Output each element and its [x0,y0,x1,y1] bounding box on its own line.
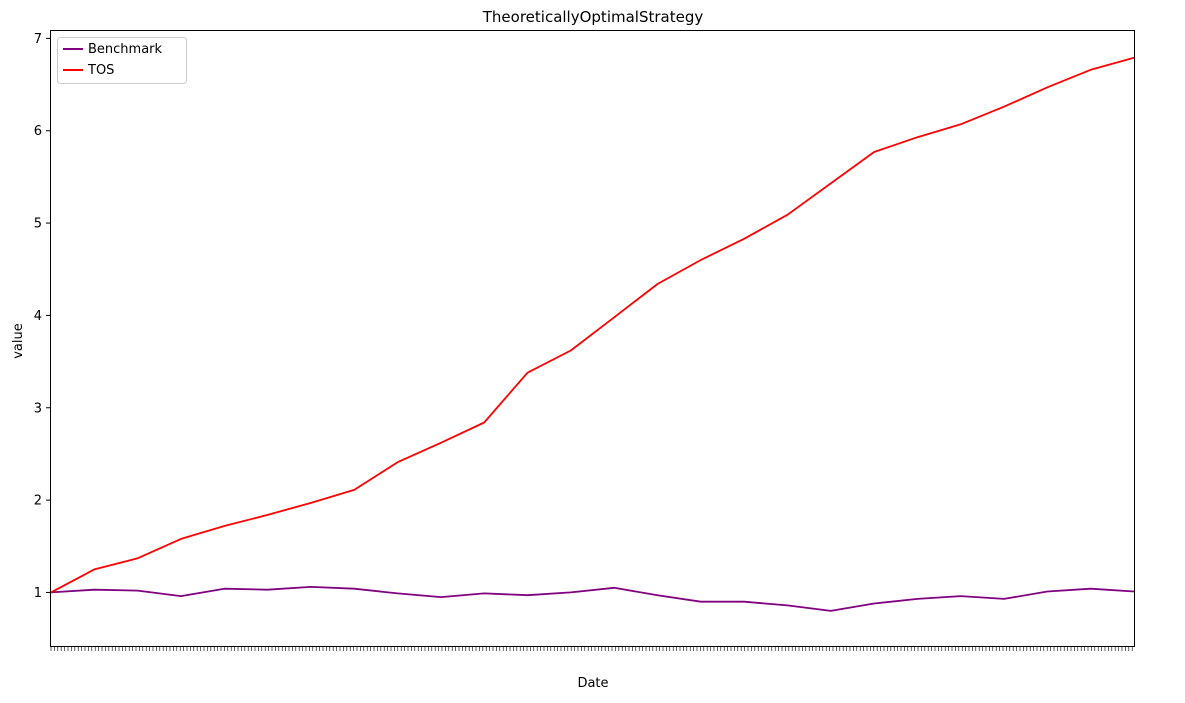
y-tick-label: 4 [34,309,42,324]
x-axis-label: Date [577,676,608,691]
y-axis-label: value [11,323,26,359]
legend-label-tos: TOS [87,63,114,78]
legend: Benchmark TOS [57,37,187,84]
y-tick-label: 3 [34,401,42,416]
y-tick-label: 7 [34,32,42,47]
y-ticks: 1 2 3 4 5 6 7 [34,32,51,601]
y-tick-label: 1 [34,586,42,601]
series-line-benchmark [50,586,1135,612]
legend-box [57,37,187,84]
y-tick-label: 5 [34,217,42,232]
legend-label-benchmark: Benchmark [88,42,163,57]
y-tick-label: 2 [34,494,42,509]
series-line-tos [50,56,1135,594]
chart-title: TheoreticallyOptimalStrategy [482,8,704,26]
series-lines [50,56,1135,612]
plot-frame [50,30,1135,647]
y-tick-label: 6 [34,124,42,139]
